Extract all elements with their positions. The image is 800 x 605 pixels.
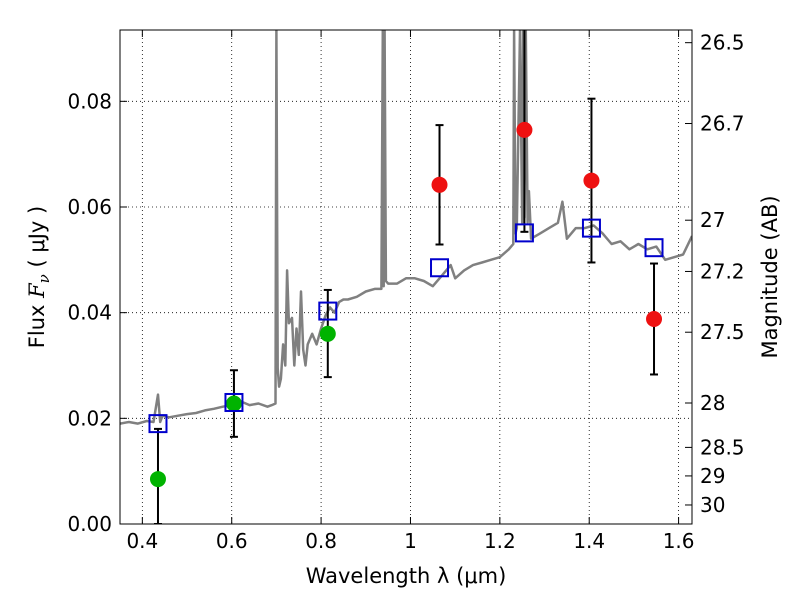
plot-frame	[119, 29, 693, 525]
model-point	[148, 414, 168, 434]
model-point	[430, 258, 450, 278]
data-point	[583, 172, 600, 189]
spectrum-line	[120, 30, 692, 425]
data-point	[149, 471, 166, 488]
tick-layer	[120, 30, 692, 525]
data-point	[516, 121, 533, 138]
y-tick-label: 0.08	[67, 89, 112, 113]
y2-tick-label: 27	[700, 208, 725, 232]
y-tick-label: 0.02	[67, 406, 112, 430]
marker-layer	[148, 121, 664, 488]
data-point	[646, 311, 663, 328]
y2-tick-label: 28.5	[700, 435, 745, 459]
x-tick-label: 0.8	[305, 529, 337, 553]
y2-tick-label: 27.5	[700, 320, 745, 344]
y2-axis-title: Magnitude (AB)	[758, 195, 782, 358]
x-tick-label: 1.2	[484, 529, 516, 553]
model-point	[224, 392, 244, 412]
model-point	[581, 218, 601, 238]
grid-layer	[120, 30, 692, 525]
x-tick-label: 1	[404, 529, 417, 553]
data-point	[225, 395, 242, 412]
y-tick-label: 0.04	[67, 301, 112, 325]
data-point	[431, 176, 448, 193]
x-tick-label: 1.4	[573, 529, 605, 553]
y2-tick-label: 26.5	[700, 31, 745, 55]
y2-tick-label: 29	[700, 464, 725, 488]
y-axis-title: Flux Fν ( μJy )	[25, 206, 53, 348]
x-tick-label: 1.6	[663, 529, 695, 553]
model-point	[514, 223, 534, 243]
x-tick-label: 0.6	[216, 529, 248, 553]
label-layer: 0.4 0.6 0.8 1 1.2 1.4 1.6 0.00 0.02 0.04 0.06 0.08 2…	[67, 31, 744, 553]
y-tick-label: 0.00	[67, 512, 112, 536]
errorbar-layer	[153, 30, 659, 524]
y2-tick-label: 26.7	[700, 112, 745, 136]
spectrum-layer	[120, 30, 692, 425]
x-axis-title: Wavelength λ (μm)	[306, 564, 507, 588]
data-point	[319, 325, 336, 342]
x-tick-label: 0.4	[126, 529, 158, 553]
y2-tick-label: 28	[700, 391, 725, 415]
model-point	[644, 238, 664, 258]
y2-tick-label: 27.2	[700, 259, 745, 283]
model-point	[318, 301, 338, 321]
y2-tick-label: 30	[700, 493, 725, 517]
y-tick-label: 0.06	[67, 195, 112, 219]
